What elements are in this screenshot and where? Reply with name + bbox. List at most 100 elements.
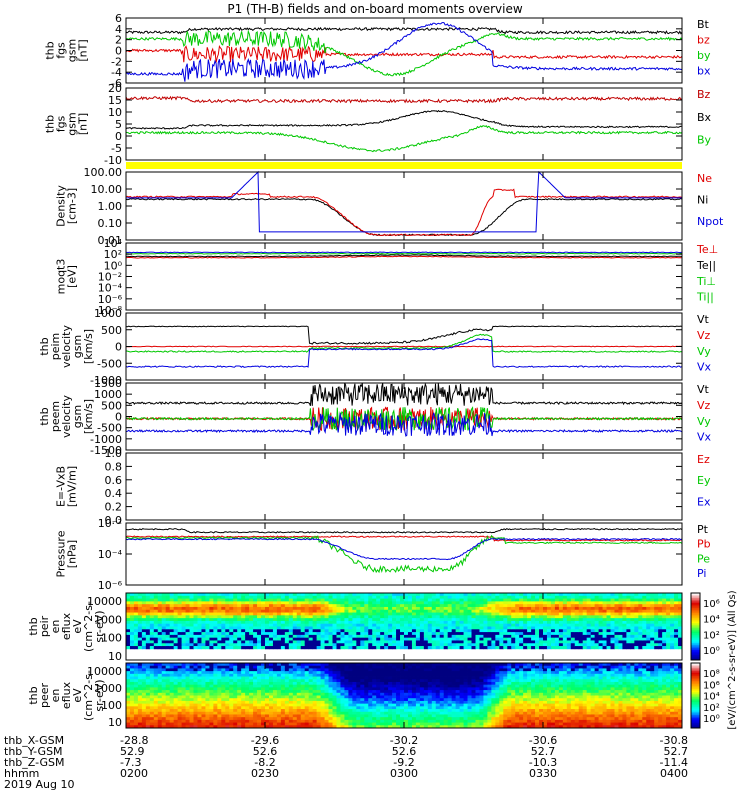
spectrogram-cell xyxy=(590,629,596,633)
spectrogram-cell xyxy=(328,598,333,602)
spectrogram-cell xyxy=(233,687,238,691)
spectrogram-cell xyxy=(392,703,397,707)
spectrogram-cell xyxy=(312,684,318,688)
spectrogram-cell xyxy=(443,632,449,636)
spectrogram-cell xyxy=(658,598,663,602)
spectrogram-cell xyxy=(376,684,381,688)
spectrogram-cell xyxy=(356,676,361,680)
spectrogram-cell xyxy=(149,643,155,647)
spectrogram-cell xyxy=(431,609,437,613)
spectrogram-cell xyxy=(153,703,159,707)
spectrogram-cell xyxy=(654,643,659,647)
spectrogram-cell xyxy=(356,595,361,599)
y-tick-label: 15 xyxy=(108,94,122,107)
y-axis-label: sr-eV) xyxy=(93,679,106,711)
spectrogram-cell xyxy=(137,626,143,630)
spectrogram-cell xyxy=(372,711,377,715)
spectrogram-cell xyxy=(133,646,139,650)
spectrogram-cell xyxy=(300,714,306,718)
spectrogram-cell xyxy=(153,663,159,667)
spectrogram-cell xyxy=(388,643,393,647)
spectrogram-cell xyxy=(392,714,397,718)
spectrogram-cell xyxy=(586,626,592,630)
spectrogram-cell xyxy=(336,681,341,686)
spectrogram-cell xyxy=(141,687,147,691)
spectrogram-cell xyxy=(352,595,357,599)
spectrogram-cell xyxy=(658,626,663,630)
spectrogram-cell xyxy=(141,681,147,686)
spectrogram-cell xyxy=(193,709,198,713)
spectrogram-cell xyxy=(562,615,568,619)
spectrogram-cell xyxy=(161,593,167,597)
spectrogram-cell xyxy=(288,609,294,613)
spectrogram-cell xyxy=(284,719,290,723)
spectrogram-cell xyxy=(225,695,230,699)
spectrogram-cell xyxy=(566,623,572,627)
spectrogram-cell xyxy=(193,593,198,597)
spectrogram-cell xyxy=(642,618,647,622)
spectrogram-cell xyxy=(646,640,651,644)
spectrogram-cell xyxy=(209,626,214,630)
spectrogram-cell xyxy=(364,725,369,729)
spectrogram-cell xyxy=(400,668,405,672)
spectrogram-cell xyxy=(233,646,238,650)
spectrogram-cell xyxy=(531,615,536,619)
spectrogram-cell xyxy=(126,671,131,675)
spectrogram-cell xyxy=(261,598,266,602)
legend-entry: Vx xyxy=(697,431,712,444)
spectrogram-cell xyxy=(380,719,385,723)
spectrogram-cell xyxy=(320,640,325,644)
spectrogram-cell xyxy=(165,695,171,699)
spectrogram-cell xyxy=(618,598,623,602)
spectrogram-cell xyxy=(483,646,488,650)
spectrogram-cell xyxy=(336,684,341,688)
spectrogram-cell xyxy=(558,632,564,636)
spectrogram-cell xyxy=(177,598,182,602)
spectrogram-cell xyxy=(280,626,286,630)
spectrogram-cell xyxy=(356,684,361,688)
spectrogram-cell xyxy=(554,606,560,611)
y-tick-label: 10 xyxy=(108,106,122,119)
y-axis-label: velocity xyxy=(60,325,73,368)
spectrogram-cell xyxy=(650,612,655,616)
spectrogram-cell xyxy=(229,668,234,672)
spectrogram-cell xyxy=(419,703,425,707)
spectrogram-cell xyxy=(328,703,333,707)
spectrogram-cell xyxy=(292,595,298,599)
spectrogram-cell xyxy=(554,618,560,622)
spectrogram-cell xyxy=(137,620,143,625)
spectrogram-cell xyxy=(241,623,246,627)
spectrogram-cell xyxy=(392,620,397,625)
spectrogram-cell xyxy=(511,640,516,644)
spectrogram-cell xyxy=(237,626,242,630)
spectrogram-cell xyxy=(356,668,361,672)
y-tick-label: 0.01 xyxy=(98,234,123,247)
legend-entry: Bt xyxy=(697,18,710,31)
spectrogram-cell xyxy=(288,595,294,599)
spectrogram-cell xyxy=(165,698,171,702)
legend-entry: Vt xyxy=(697,383,710,396)
spectrogram-cell xyxy=(634,601,639,605)
spectrogram-cell xyxy=(229,609,234,613)
spectrogram-cell xyxy=(443,593,449,597)
spectrogram-cell xyxy=(376,671,381,675)
spectrogram-cell xyxy=(364,714,369,718)
y-tick-label: 10⁻⁶ xyxy=(98,579,123,592)
spectrogram-cell xyxy=(459,593,464,597)
spectrogram-cell xyxy=(268,615,274,619)
spectrogram-cell xyxy=(427,722,433,726)
spectrogram-cell xyxy=(161,612,167,616)
spectrogram-cell xyxy=(177,703,182,707)
spectrogram-cell xyxy=(550,640,556,644)
spectrogram-cell xyxy=(404,643,409,647)
spectrogram-cell xyxy=(137,698,143,702)
spectrogram-cell xyxy=(153,687,159,691)
series-Pi xyxy=(125,537,683,561)
spectrogram-cell xyxy=(594,595,599,599)
spectrogram-cell xyxy=(280,703,286,707)
spectrogram-cell xyxy=(284,668,290,672)
spectrogram-cell xyxy=(630,634,635,639)
spectrogram-cell xyxy=(344,717,349,721)
spectrogram-cell xyxy=(400,692,405,696)
spectrogram-cell xyxy=(193,671,198,675)
